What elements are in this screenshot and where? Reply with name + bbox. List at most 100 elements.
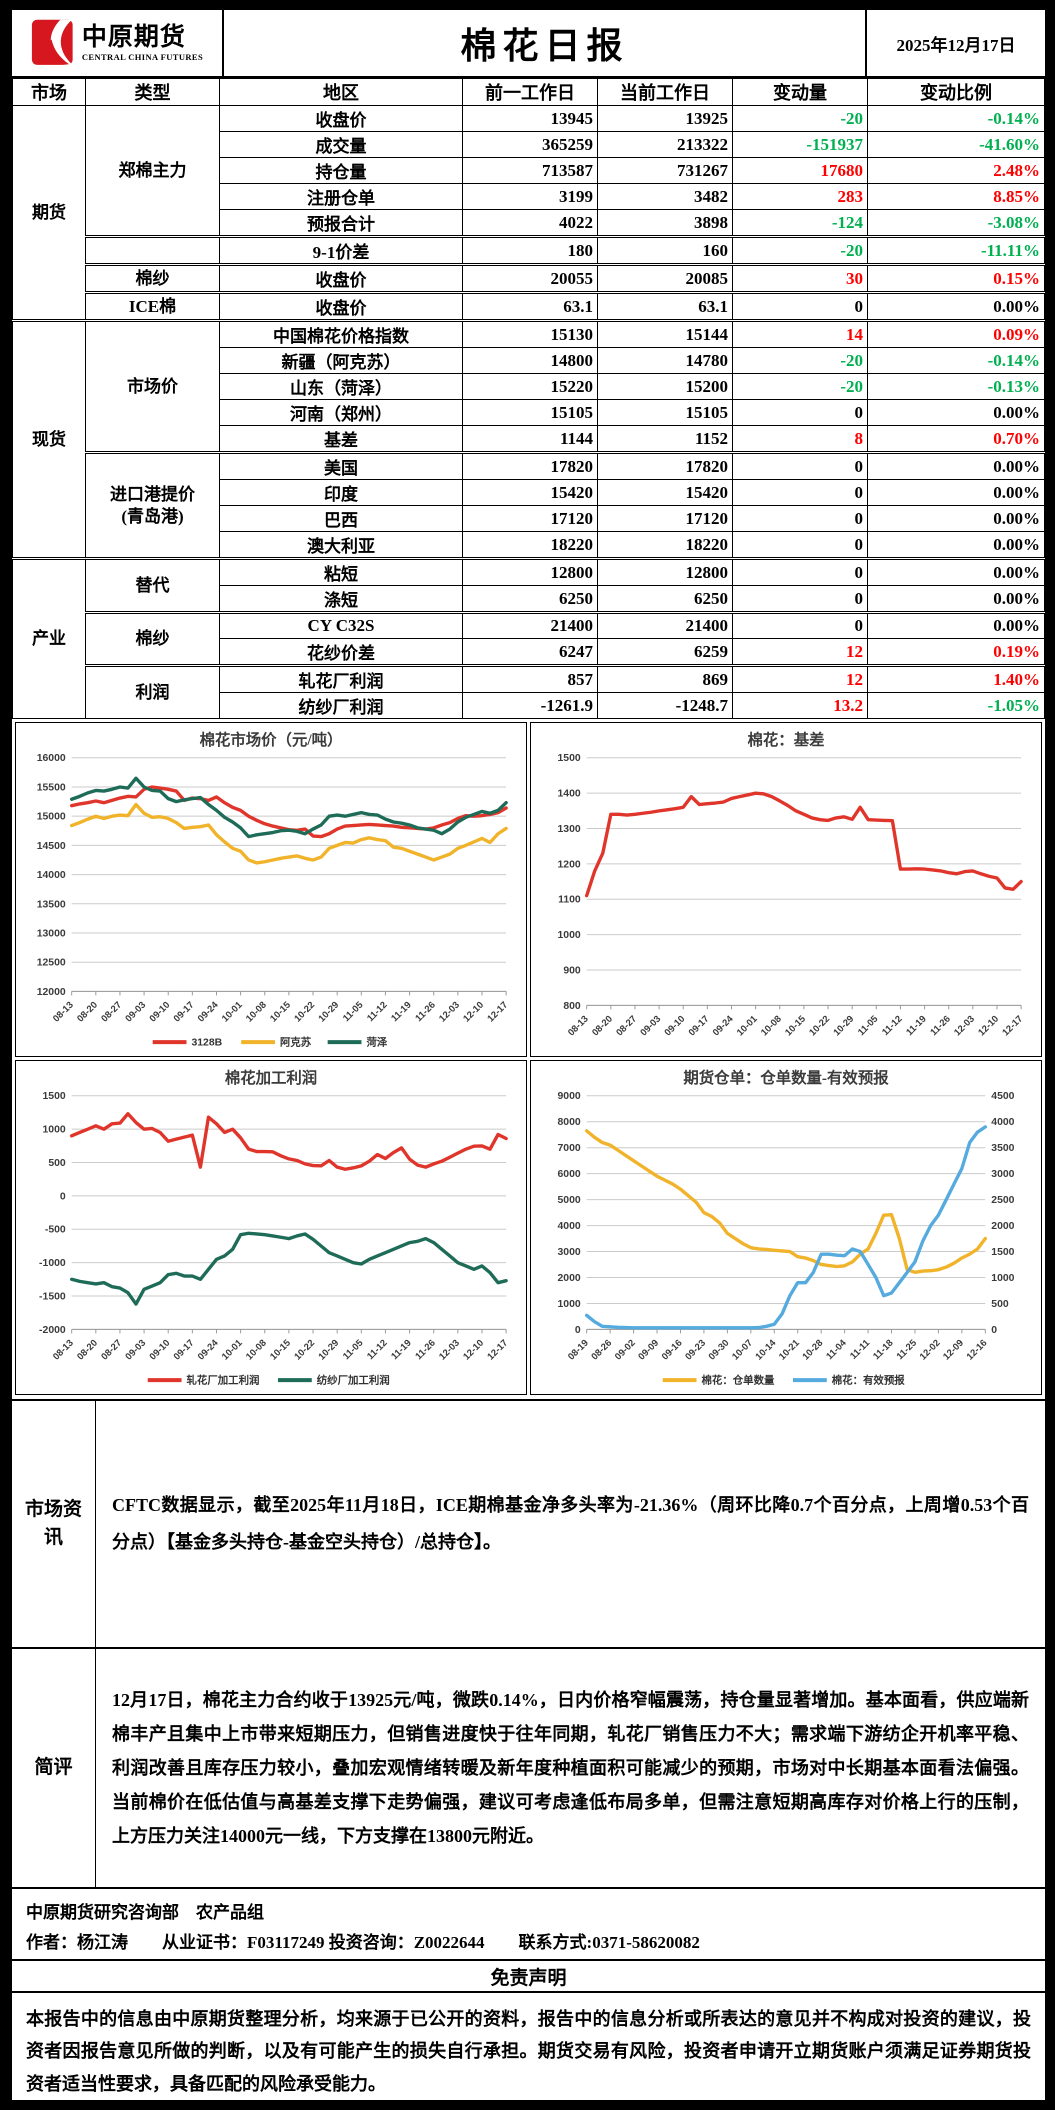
cell-change-value: 283 xyxy=(732,183,868,210)
chart-svg: 棉花：基差 800 900 1000 1100 1200 1300 1400 1500 08-13… xyxy=(558,730,1026,1039)
svg-text:13000: 13000 xyxy=(37,928,66,939)
svg-text:10-08: 10-08 xyxy=(244,1000,269,1025)
table-row: ICE棉 收盘价 63.1 63.1 0 0.00% xyxy=(13,291,1045,321)
svg-text:500: 500 xyxy=(48,1158,66,1169)
cell-change-value: 0 xyxy=(732,505,868,532)
svg-text:10-01: 10-01 xyxy=(220,1000,245,1025)
cell-change-value: 0 xyxy=(732,531,868,559)
cell-prev-value: -1261.9 xyxy=(462,692,598,719)
table-header-row: 市场 类型 地区 前一工作日 当前工作日 变动量 变动比例 xyxy=(12,78,1045,106)
table-row: 利润 轧花厂利润 857 869 12 1.40% xyxy=(13,664,1045,719)
svg-text:09-24: 09-24 xyxy=(711,1013,736,1038)
svg-text:2500: 2500 xyxy=(991,1195,1014,1206)
cell-prev-value: 15105 xyxy=(462,399,598,426)
cell-region: 纺纱厂利润 xyxy=(219,692,463,719)
cell-change-value: 13.2 xyxy=(732,692,868,719)
svg-text:09-16: 09-16 xyxy=(660,1338,685,1363)
company-name-en: CENTRAL CHINA FUTURES xyxy=(81,51,204,62)
svg-text:09-10: 09-10 xyxy=(147,1000,172,1025)
cell-region: 预报合计 xyxy=(219,209,463,237)
svg-text:500: 500 xyxy=(991,1299,1009,1310)
svg-text:13500: 13500 xyxy=(37,899,66,910)
type-group-label: ICE棉 xyxy=(85,291,220,321)
cell-region: 美国 xyxy=(219,451,463,480)
svg-text:11-12: 11-12 xyxy=(365,1338,389,1362)
svg-text:10-01: 10-01 xyxy=(220,1338,245,1363)
chart-warehouse-receipts: 期货仓单：仓单数量-有效预报 0 1000 2000 3000 4000 5000 6000 7… xyxy=(530,1060,1042,1395)
svg-text:09-10: 09-10 xyxy=(662,1014,687,1039)
table-row: 涤短 6250 6250 0 0.00% xyxy=(13,585,1045,613)
cell-curr-value: 12800 xyxy=(597,557,733,586)
cell-change-value: -20 xyxy=(732,373,868,400)
cell-prev-value: 6247 xyxy=(462,638,598,666)
svg-text:1000: 1000 xyxy=(991,1273,1014,1284)
svg-text:1200: 1200 xyxy=(558,859,581,870)
svg-text:-1500: -1500 xyxy=(39,1292,66,1303)
svg-text:10-22: 10-22 xyxy=(807,1014,832,1039)
cell-change-pct: 0.00% xyxy=(867,479,1045,506)
svg-text:棉花：有效预报: 棉花：有效预报 xyxy=(832,1374,906,1387)
cell-change-pct: 0.00% xyxy=(867,451,1045,480)
table-row: 巴西 17120 17120 0 0.00% xyxy=(13,505,1045,532)
table-row: 河南（郑州） 15105 15105 0 0.00% xyxy=(13,399,1045,426)
svg-text:2000: 2000 xyxy=(558,1273,581,1284)
svg-text:11-18: 11-18 xyxy=(871,1338,895,1362)
svg-text:10-29: 10-29 xyxy=(316,1338,341,1363)
svg-text:3500: 3500 xyxy=(991,1143,1014,1154)
svg-text:09-03: 09-03 xyxy=(123,1000,148,1025)
cell-curr-value: 731267 xyxy=(597,157,733,184)
cell-change-pct: 0.00% xyxy=(867,291,1045,321)
cell-change-pct: -41.60% xyxy=(867,131,1045,158)
disclaimer-title: 免责声明 xyxy=(12,1959,1045,1993)
type-group-label xyxy=(85,235,220,265)
svg-text:棉花：仓单数量: 棉花：仓单数量 xyxy=(701,1374,775,1387)
svg-text:11-19: 11-19 xyxy=(389,1000,413,1024)
cell-change-pct: -0.14% xyxy=(867,347,1045,374)
svg-text:10-22: 10-22 xyxy=(292,1000,317,1025)
type-group-label: 替代 xyxy=(85,557,220,613)
cell-change-value: -124 xyxy=(732,209,868,237)
svg-text:10-15: 10-15 xyxy=(783,1014,808,1039)
cell-change-value: 0 xyxy=(732,451,868,480)
svg-text:棉花加工利润: 棉花加工利润 xyxy=(225,1068,317,1087)
svg-text:12-10: 12-10 xyxy=(976,1014,1001,1039)
cell-curr-value: 3482 xyxy=(597,183,733,210)
cell-curr-value: 15144 xyxy=(597,319,733,348)
type-group-label: 市场价 xyxy=(85,319,220,453)
cell-curr-value: 6259 xyxy=(597,638,733,666)
svg-text:10-14: 10-14 xyxy=(754,1337,779,1362)
cell-region: 新疆（阿克苏） xyxy=(219,347,463,374)
cell-change-pct: 0.00% xyxy=(867,399,1045,426)
cell-change-value: 8 xyxy=(732,425,868,453)
type-group-label: 棉纱 xyxy=(85,611,220,666)
cell-region: 山东（菏泽） xyxy=(219,373,463,400)
svg-text:09-03: 09-03 xyxy=(123,1338,148,1363)
cell-region: 9-1价差 xyxy=(219,235,463,265)
cell-region: 基差 xyxy=(219,425,463,453)
svg-text:10-22: 10-22 xyxy=(292,1338,317,1363)
svg-text:9000: 9000 xyxy=(558,1091,581,1102)
svg-text:12-10: 12-10 xyxy=(461,1338,486,1363)
cell-prev-value: 18220 xyxy=(462,531,598,559)
cell-prev-value: 15420 xyxy=(462,479,598,506)
svg-text:0: 0 xyxy=(60,1191,66,1202)
svg-text:1000: 1000 xyxy=(43,1125,66,1136)
svg-text:11-04: 11-04 xyxy=(824,1337,849,1362)
table-row: 花纱价差 6247 6259 12 0.19% xyxy=(13,638,1045,666)
svg-text:12-03: 12-03 xyxy=(437,1338,462,1363)
type-group-label: 利润 xyxy=(85,664,220,719)
cell-region: 收盘价 xyxy=(219,263,463,293)
chart-svg: 棉花市场价（元/吨） 12000 12500 13000 13500 14000 14500… xyxy=(37,730,511,1049)
svg-text:12-03: 12-03 xyxy=(437,1000,462,1025)
svg-text:1500: 1500 xyxy=(558,753,581,764)
cell-prev-value: 63.1 xyxy=(462,291,598,321)
cell-region: 花纱价差 xyxy=(219,638,463,666)
cell-curr-value: 15420 xyxy=(597,479,733,506)
cell-curr-value: 1152 xyxy=(597,425,733,453)
cell-change-pct: 2.48% xyxy=(867,157,1045,184)
cell-region: 中国棉花价格指数 xyxy=(219,319,463,348)
table-row: 9-1价差 180 160 -20 -11.11% xyxy=(13,235,1045,265)
company-logo-text: 中原期货 CENTRAL CHINA FUTURES xyxy=(82,24,203,62)
svg-text:08-20: 08-20 xyxy=(75,1000,100,1025)
svg-text:09-17: 09-17 xyxy=(172,1338,197,1363)
